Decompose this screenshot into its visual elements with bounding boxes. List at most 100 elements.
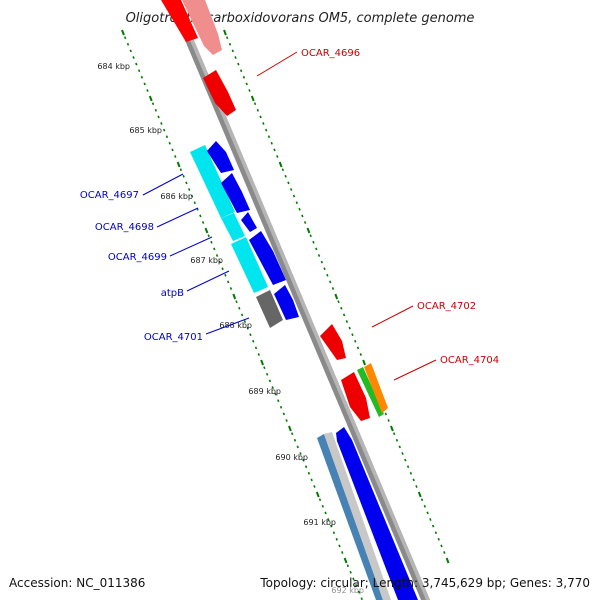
tick-mark — [440, 544, 443, 548]
accession-text: Accession: NC_011386 — [9, 576, 145, 590]
gene-label-ocar-4702[interactable]: OCAR_4702 — [417, 301, 476, 312]
gene-feature-cyan[interactable] — [190, 145, 235, 218]
tick-mark — [218, 260, 221, 264]
gene-label-ocar-4704[interactable]: OCAR_4704 — [440, 355, 499, 366]
tick-mark — [215, 254, 219, 257]
tick-mark — [284, 174, 287, 178]
gene-feature-green[interactable] — [357, 367, 384, 417]
tick-mark — [235, 300, 238, 304]
gene-feature-cyan[interactable] — [231, 237, 268, 293]
tick-mark — [242, 75, 246, 79]
kbp-label: 691 kbp — [303, 518, 336, 527]
tick-mark — [426, 511, 429, 515]
tick-mark — [240, 313, 244, 317]
gene-feature-cyan[interactable] — [221, 213, 245, 241]
tick-mark — [321, 504, 324, 508]
tick-mark — [232, 293, 237, 300]
tick-mark — [250, 95, 255, 102]
tick-mark — [360, 597, 363, 600]
kbp-label: 684 kbp — [97, 62, 130, 71]
tick-mark — [126, 42, 130, 46]
tick-mark — [293, 438, 297, 442]
tick-mark — [162, 128, 166, 132]
leader-lines — [142, 51, 437, 381]
tick-mark — [356, 346, 360, 350]
gene-feature-steelblue[interactable] — [317, 434, 383, 600]
gene-label-ocar-4697[interactable]: OCAR_4697 — [80, 190, 139, 201]
tick-mark — [224, 273, 227, 277]
tick-mark — [302, 458, 305, 462]
tick-mark — [277, 399, 280, 403]
gene-label-ocar-4698[interactable]: OCAR_4698 — [95, 222, 154, 233]
tick-mark — [434, 531, 438, 535]
tick-mark — [431, 524, 435, 528]
gene-feature-lightgrey[interactable] — [324, 432, 391, 600]
tick-mark — [143, 82, 146, 86]
gene-feature-red[interactable] — [161, 0, 198, 42]
gene-feature-blue[interactable] — [274, 285, 299, 320]
tick-mark — [278, 161, 283, 168]
gene-feature-orange[interactable] — [364, 363, 388, 413]
tick-mark — [346, 564, 350, 568]
tick-mark — [288, 425, 292, 432]
tick-mark — [312, 240, 315, 244]
gene-feature-red[interactable] — [203, 70, 236, 116]
tick-mark — [274, 392, 277, 396]
tick-mark — [228, 42, 232, 46]
gene-feature-red[interactable] — [320, 324, 346, 360]
tick-mark — [349, 570, 352, 574]
gene-label-ocar-4701[interactable]: OCAR_4701 — [144, 332, 203, 343]
tick-mark — [412, 478, 415, 482]
reverse-strand-features — [161, 0, 388, 421]
tick-mark — [291, 432, 294, 436]
gene-feature-red[interactable] — [341, 372, 370, 421]
tick-mark — [179, 168, 183, 172]
gene-label-atpb[interactable]: atpB — [161, 288, 184, 299]
gene-labels: OCAR_4696 OCAR_4697 OCAR_4698 OCAR_4699 … — [80, 48, 499, 366]
tick-mark — [246, 326, 249, 330]
gene-feature-blue[interactable] — [241, 212, 257, 232]
tick-mark — [264, 128, 268, 132]
tick-mark — [343, 557, 348, 564]
tick-mark — [174, 155, 177, 158]
tick-mark — [329, 524, 333, 528]
tick-mark — [423, 504, 426, 508]
tick-mark — [409, 471, 413, 475]
tick-mark — [265, 372, 269, 376]
tick-mark — [304, 465, 308, 469]
tick-mark — [315, 491, 320, 498]
tick-mark — [331, 287, 335, 290]
tick-mark — [207, 234, 210, 238]
tick-mark — [387, 419, 390, 422]
gene-feature-blue[interactable] — [336, 427, 418, 600]
kbp-label: 687 kbp — [190, 256, 223, 265]
gene-feature-grey[interactable] — [256, 290, 283, 328]
gene-label-ocar-4699[interactable]: OCAR_4699 — [108, 252, 167, 263]
gene-label-ocar-4696[interactable]: OCAR_4696 — [301, 48, 360, 59]
tick-mark — [342, 313, 346, 317]
genome-summary-text: Topology: circular; Length: 3,745,629 bp… — [259, 576, 590, 590]
tick-mark — [154, 108, 157, 112]
tick-mark — [121, 29, 125, 36]
tick-mark — [357, 590, 361, 594]
tick-mark — [157, 115, 160, 119]
tick-mark — [176, 161, 181, 168]
tick-mark — [190, 194, 194, 198]
tick-mark — [317, 254, 321, 257]
tick-mark — [254, 346, 258, 350]
tick-mark — [227, 280, 230, 284]
tick-mark — [204, 227, 209, 234]
tick-mark — [253, 102, 257, 106]
gene-feature-blue[interactable] — [221, 173, 250, 213]
gene-feature-blue[interactable] — [249, 231, 286, 285]
gene-feature-pink[interactable] — [182, 0, 222, 55]
tick-mark — [395, 438, 399, 442]
gene-feature-blue[interactable] — [207, 141, 234, 173]
tick-mark — [270, 141, 273, 145]
forward-strand-features[interactable] — [190, 141, 418, 600]
tick-mark — [417, 491, 422, 498]
tick-mark — [234, 56, 237, 59]
kbp-labels: 684 kbp 685 kbp 686 kbp 687 kbp 688 kbp … — [97, 62, 364, 595]
tick-mark — [337, 300, 340, 304]
tick-mark — [239, 69, 243, 73]
